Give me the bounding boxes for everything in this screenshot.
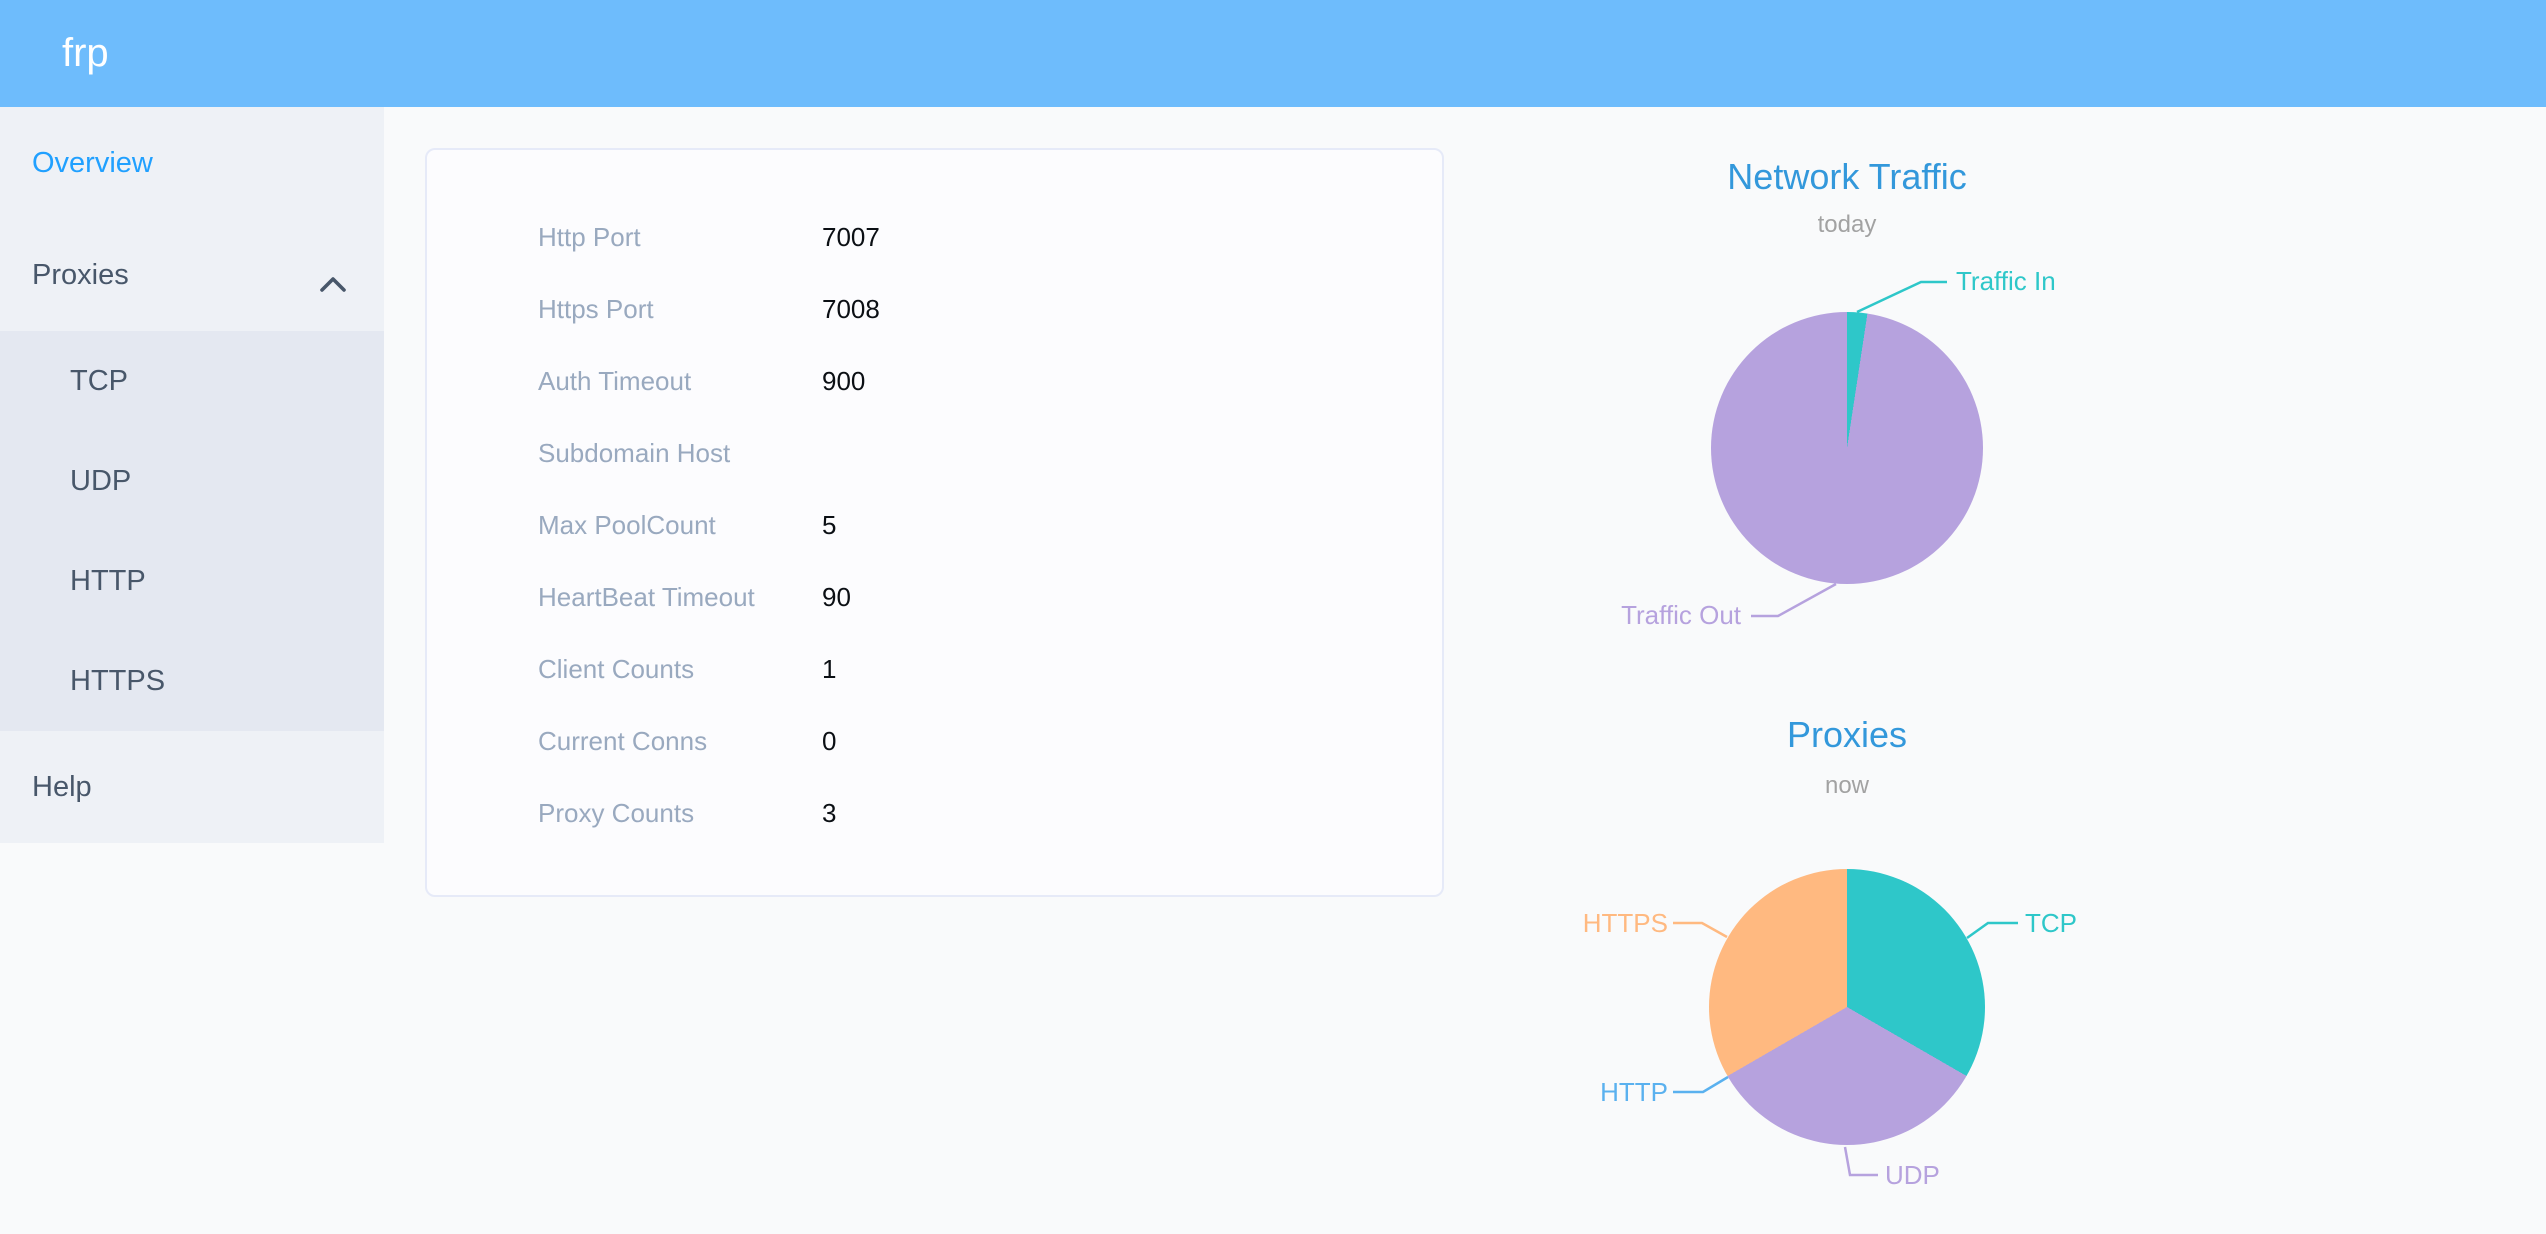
config-value: 90 bbox=[822, 581, 851, 612]
config-row-proxy-counts: Proxy Counts 3 bbox=[427, 777, 1442, 849]
sidebar-item-udp[interactable]: UDP bbox=[0, 431, 384, 531]
config-label: Client Counts bbox=[538, 653, 695, 684]
config-row-https-port: Https Port 7008 bbox=[427, 273, 1442, 345]
pie-leader-tcp bbox=[1966, 921, 2018, 940]
sidebar-item-tcp[interactable]: TCP bbox=[0, 331, 384, 431]
proxies-chart-subtitle: now bbox=[1824, 772, 1870, 799]
config-value: 900 bbox=[822, 365, 866, 396]
sidebar-item-proxies[interactable]: Proxies bbox=[0, 219, 384, 331]
config-label: Http Port bbox=[538, 221, 641, 252]
sidebar-item-overview-label: Overview bbox=[32, 146, 153, 179]
config-value: 7008 bbox=[822, 293, 880, 324]
config-row-current-conns: Current Conns 0 bbox=[427, 705, 1442, 777]
network-traffic-chart-subtitle: today bbox=[1817, 211, 1877, 238]
sidebar-item-proxies-label: Proxies bbox=[32, 258, 129, 291]
config-row-http-port: Http Port 7007 bbox=[427, 201, 1442, 273]
config-value: 7007 bbox=[822, 221, 880, 252]
config-label: Auth Timeout bbox=[538, 365, 692, 396]
sidebar-item-overview[interactable]: Overview bbox=[0, 107, 384, 219]
sidebar-item-http[interactable]: HTTP bbox=[0, 531, 384, 631]
network-traffic-pie-chart[interactable] bbox=[1711, 312, 1983, 584]
config-row-auth-timeout: Auth Timeout 900 bbox=[427, 345, 1442, 417]
pie-label-udp: UDP bbox=[1885, 1160, 1940, 1190]
frp-logo: frp bbox=[62, 31, 109, 75]
server-config-card: Http Port 7007 Https Port 7008 Auth Time… bbox=[425, 148, 1444, 897]
config-label: Subdomain Host bbox=[538, 437, 731, 468]
sidebar-item-https[interactable]: HTTPS bbox=[0, 631, 384, 731]
sidebar-proxies-submenu: TCP UDP HTTP HTTPS bbox=[0, 331, 384, 731]
pie-label-https: HTTPS bbox=[1582, 908, 1668, 938]
config-label: Https Port bbox=[538, 293, 654, 324]
config-row-max-poolcount: Max PoolCount 5 bbox=[427, 489, 1442, 561]
pie-label-http: HTTP bbox=[1600, 1077, 1668, 1107]
sidebar-item-help-label: Help bbox=[32, 770, 92, 803]
pie-leader-udp bbox=[1843, 1146, 1878, 1177]
pie-leader-traffic-out bbox=[1751, 582, 1837, 618]
config-value: 1 bbox=[822, 653, 837, 684]
sidebar-item-tcp-label: TCP bbox=[70, 364, 128, 397]
config-row-heartbeat-timeout: HeartBeat Timeout 90 bbox=[427, 561, 1442, 633]
sidebar-item-http-label: HTTP bbox=[70, 564, 146, 597]
config-label: Max PoolCount bbox=[538, 509, 716, 540]
sidebar: Overview Proxies TCP UDP HTTP HTTPS Help bbox=[0, 107, 384, 843]
pie-label-tcp: TCP bbox=[2025, 908, 2077, 938]
network-traffic-chart-title: Network Traffic bbox=[1727, 156, 1967, 197]
app-header: frp bbox=[0, 0, 2546, 107]
config-row-subdomain-host: Subdomain Host bbox=[427, 417, 1442, 489]
pie-leader-https bbox=[1673, 921, 1728, 939]
pie-label-traffic-in: Traffic In bbox=[1956, 266, 2056, 296]
config-label: Proxy Counts bbox=[538, 797, 695, 828]
sidebar-item-help[interactable]: Help bbox=[0, 731, 384, 843]
config-value: 3 bbox=[822, 797, 837, 828]
proxies-chart-title: Proxies bbox=[1786, 714, 1908, 755]
config-value: 0 bbox=[822, 725, 837, 756]
config-value: 5 bbox=[822, 509, 837, 540]
sidebar-item-udp-label: UDP bbox=[70, 464, 132, 497]
proxies-pie-chart[interactable] bbox=[1709, 869, 1985, 1145]
pie-leader-traffic-in bbox=[1856, 280, 1947, 314]
config-label: HeartBeat Timeout bbox=[538, 581, 755, 612]
config-label: Current Conns bbox=[538, 725, 708, 756]
pie-label-traffic-out: Traffic Out bbox=[1621, 600, 1741, 630]
chevron-up-icon bbox=[320, 267, 346, 292]
config-row-client-counts: Client Counts 1 bbox=[427, 633, 1442, 705]
sidebar-item-https-label: HTTPS bbox=[70, 664, 166, 697]
pie-leader-http bbox=[1673, 1075, 1729, 1094]
